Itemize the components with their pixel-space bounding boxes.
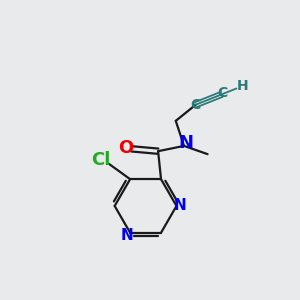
Text: C: C — [218, 86, 228, 100]
Text: C: C — [191, 98, 201, 112]
Text: N: N — [120, 228, 133, 243]
Text: H: H — [237, 80, 249, 93]
Text: Cl: Cl — [91, 151, 110, 169]
Text: N: N — [178, 134, 193, 152]
Text: N: N — [174, 198, 186, 213]
Text: O: O — [118, 139, 133, 157]
